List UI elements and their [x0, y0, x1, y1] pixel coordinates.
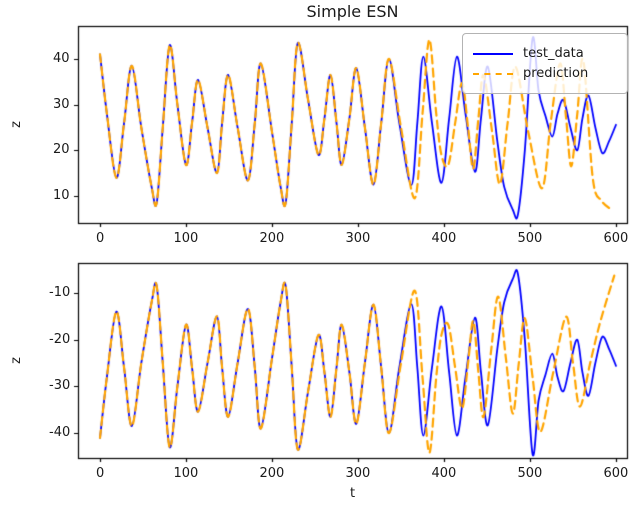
x-tick-label: 200 [259, 466, 285, 481]
y-tick-label: -40 [49, 425, 71, 441]
y-axis-label-bottom: z [8, 357, 24, 364]
x-tick-label: 500 [517, 466, 543, 481]
legend-label: test_data [523, 46, 584, 61]
x-tick-label: 500 [517, 231, 543, 246]
x-tick-label: 600 [603, 231, 629, 246]
chart-title: Simple ESN [306, 2, 399, 21]
legend-item-prediction: prediction [463, 66, 627, 81]
x-tick-label: 400 [431, 231, 457, 246]
y-tick-label: 20 [53, 142, 70, 158]
y-tick-label: -20 [49, 331, 71, 347]
x-tick-label: 0 [96, 466, 105, 481]
y-tick-label: -10 [49, 284, 71, 300]
legend-item-test-data: test_data [463, 46, 627, 61]
y-tick-label: 10 [53, 188, 70, 204]
x-tick-label: 100 [173, 231, 199, 246]
y-axis-label-top: z [8, 121, 24, 128]
y-tick-label: 40 [53, 50, 70, 66]
legend-label: prediction [523, 66, 589, 81]
y-tick-label: -30 [49, 378, 71, 394]
test-data-line-swatch [473, 52, 513, 55]
y-tick-label: 30 [53, 96, 70, 112]
x-tick-label: 600 [603, 466, 629, 481]
x-tick-label: 300 [345, 466, 371, 481]
x-tick-label: 300 [345, 231, 371, 246]
legend: test_data prediction [462, 33, 628, 94]
x-tick-label: 400 [431, 466, 457, 481]
x-tick-label: 200 [259, 231, 285, 246]
x-tick-label: 100 [173, 466, 199, 481]
prediction-line-swatch [473, 72, 513, 75]
x-tick-label: 0 [96, 231, 105, 246]
x-axis-label: t [349, 486, 356, 501]
